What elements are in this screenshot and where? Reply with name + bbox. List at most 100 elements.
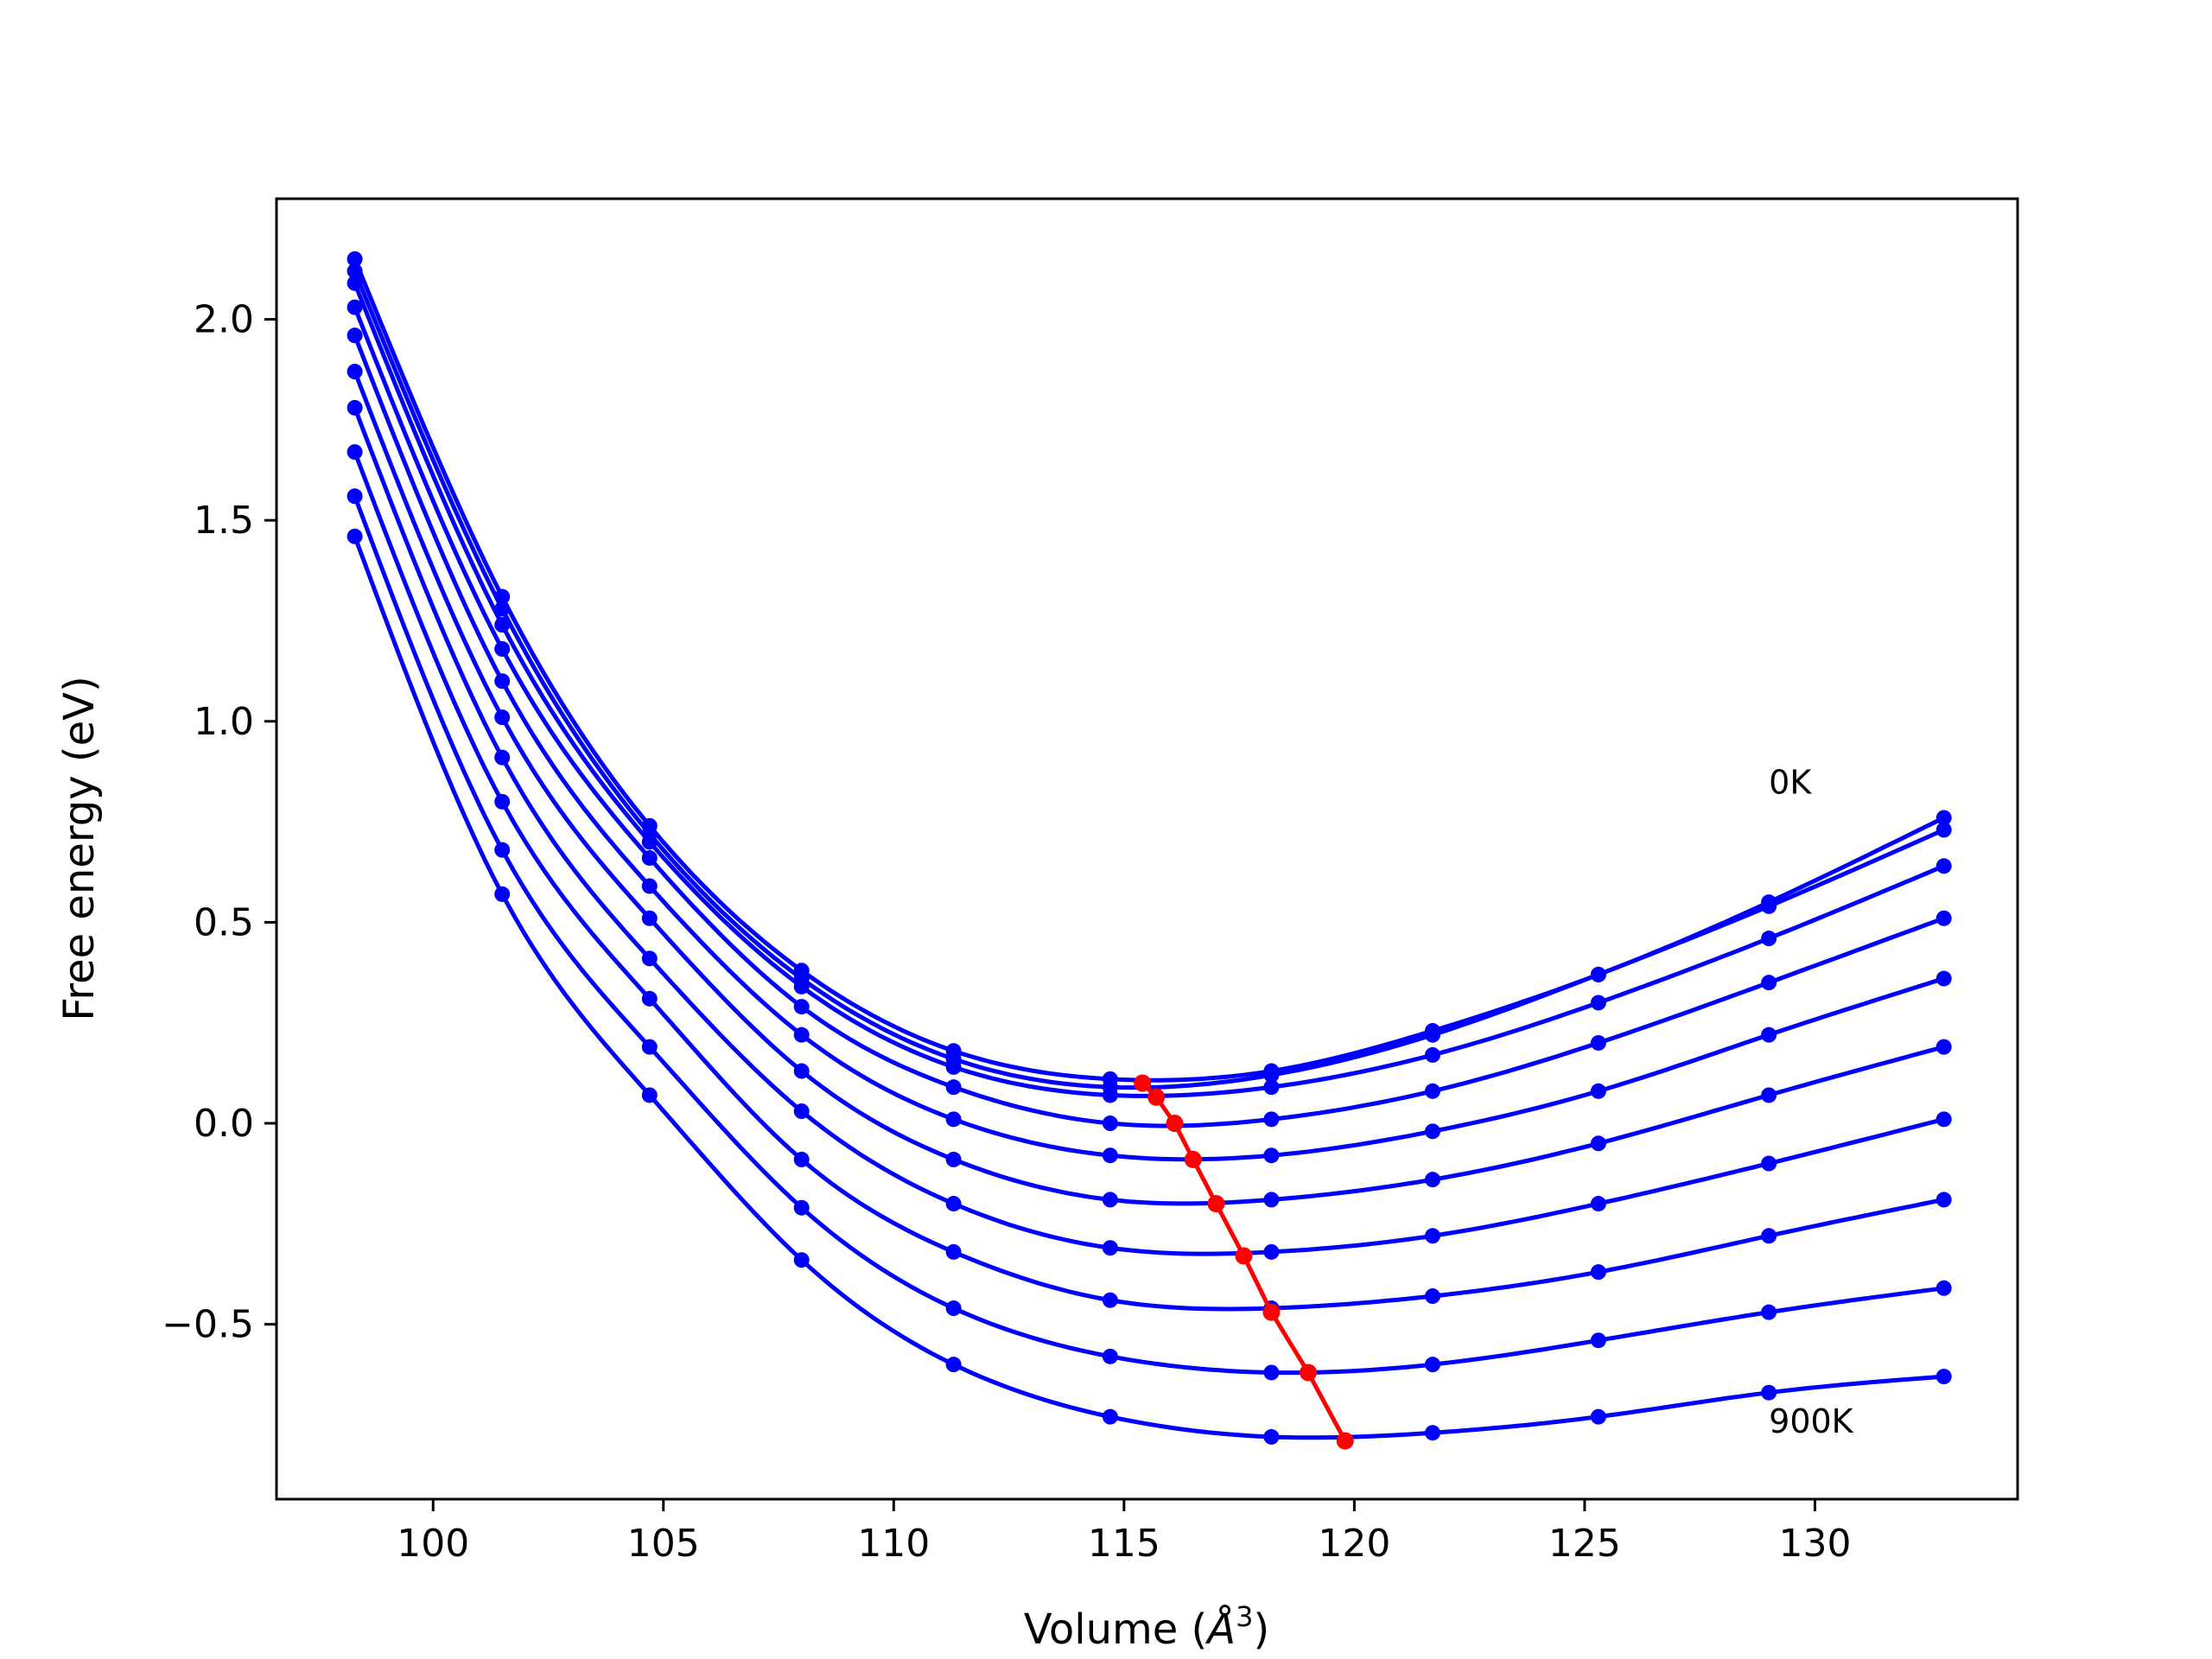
data-point bbox=[1590, 1408, 1606, 1425]
data-point bbox=[945, 1058, 962, 1075]
data-point bbox=[1936, 810, 1952, 826]
minimum-point bbox=[1166, 1115, 1184, 1133]
data-point bbox=[1263, 1067, 1280, 1084]
data-point bbox=[945, 1196, 962, 1212]
y-tick-label: 1.0 bbox=[194, 700, 254, 744]
data-point bbox=[1425, 1425, 1441, 1441]
data-point bbox=[346, 251, 363, 267]
data-point bbox=[1590, 995, 1606, 1011]
data-point bbox=[1590, 1034, 1606, 1051]
y-tick-label: 0.5 bbox=[194, 900, 254, 944]
minimum-point bbox=[1184, 1150, 1202, 1168]
data-point bbox=[945, 1300, 962, 1317]
data-point bbox=[1936, 910, 1952, 926]
minimum-point bbox=[1134, 1074, 1152, 1092]
temperature-annotation: 0K bbox=[1769, 764, 1812, 802]
data-point bbox=[1425, 1228, 1441, 1244]
data-point bbox=[1590, 1332, 1606, 1349]
data-point bbox=[945, 1243, 962, 1260]
data-point bbox=[641, 878, 658, 894]
data-point bbox=[346, 299, 363, 315]
x-tick-label: 100 bbox=[397, 1522, 469, 1566]
x-tick-label: 130 bbox=[1778, 1522, 1851, 1566]
y-tick-label: 0.0 bbox=[194, 1102, 254, 1146]
data-point bbox=[1263, 1243, 1280, 1260]
data-point bbox=[793, 1151, 810, 1167]
data-point bbox=[346, 444, 363, 461]
data-point bbox=[1590, 1196, 1606, 1212]
data-point bbox=[1590, 1083, 1606, 1099]
data-point bbox=[1263, 1079, 1280, 1096]
y-tick-label: −0.5 bbox=[162, 1303, 254, 1347]
series-line-7 bbox=[353, 451, 1945, 1312]
data-point bbox=[1936, 1280, 1952, 1296]
data-point bbox=[494, 842, 511, 858]
y-tick-label: 2.0 bbox=[194, 298, 254, 342]
series-line-9 bbox=[353, 535, 1944, 1440]
y-axis: −0.5 0.0 0.5 1.0 1.5 2.0 bbox=[162, 298, 276, 1347]
data-point bbox=[346, 528, 363, 544]
data-point bbox=[793, 1103, 810, 1120]
data-point bbox=[1425, 1123, 1441, 1140]
data-point bbox=[494, 641, 511, 658]
minimum-point bbox=[1207, 1195, 1225, 1213]
data-point bbox=[1761, 1155, 1777, 1172]
x-tick-label: 125 bbox=[1548, 1522, 1621, 1566]
x-tick-label: 120 bbox=[1318, 1522, 1390, 1566]
data-point bbox=[1102, 1087, 1118, 1103]
data-point bbox=[1761, 1228, 1777, 1244]
data-point bbox=[1102, 1348, 1118, 1364]
data-point bbox=[1102, 1192, 1118, 1208]
data-point bbox=[346, 399, 363, 416]
data-point bbox=[346, 275, 363, 291]
data-point bbox=[945, 1079, 962, 1096]
data-point bbox=[1102, 1292, 1118, 1308]
data-point bbox=[346, 263, 363, 279]
minima-layer bbox=[1134, 1074, 1354, 1450]
data-point bbox=[793, 978, 810, 995]
data-point bbox=[641, 910, 658, 926]
data-point bbox=[1425, 1288, 1441, 1305]
data-point bbox=[1263, 1192, 1280, 1208]
y-tick-label: 1.5 bbox=[194, 499, 254, 543]
minimum-point bbox=[1147, 1088, 1166, 1106]
data-point bbox=[1761, 1304, 1777, 1320]
data-point bbox=[1761, 931, 1777, 947]
data-point bbox=[641, 1039, 658, 1055]
data-point bbox=[641, 834, 658, 850]
data-point bbox=[1425, 1027, 1441, 1043]
plot-frame bbox=[275, 197, 2019, 1501]
data-point bbox=[494, 617, 511, 633]
data-point bbox=[1936, 822, 1952, 838]
series-line-6 bbox=[353, 407, 1945, 1256]
data-point bbox=[346, 327, 363, 344]
x-axis-label: Volume (Å3) bbox=[1024, 1600, 1269, 1654]
data-point bbox=[346, 488, 363, 505]
data-point bbox=[793, 999, 810, 1015]
data-point bbox=[1936, 1039, 1952, 1055]
data-point bbox=[1263, 1364, 1280, 1381]
data-point bbox=[494, 749, 511, 766]
data-point bbox=[1936, 858, 1952, 874]
data-point bbox=[945, 1357, 962, 1373]
data-point bbox=[1425, 1172, 1441, 1188]
y-axis-label: Free energy (eV) bbox=[55, 676, 104, 1020]
series-line-3 bbox=[353, 306, 1945, 1128]
data-point bbox=[1263, 1147, 1280, 1164]
data-point bbox=[641, 950, 658, 967]
x-axis-label-close: ) bbox=[1253, 1605, 1269, 1654]
data-point bbox=[1590, 1264, 1606, 1281]
data-point bbox=[793, 1063, 810, 1079]
x-axis-label-sup: 3 bbox=[1236, 1600, 1253, 1633]
minimum-point bbox=[1235, 1247, 1253, 1265]
data-point bbox=[1590, 966, 1606, 982]
data-point bbox=[1102, 1408, 1118, 1425]
temperature-annotation: 900K bbox=[1769, 1402, 1854, 1440]
data-point bbox=[1425, 1046, 1441, 1063]
data-point bbox=[1425, 1083, 1441, 1099]
data-point bbox=[793, 1252, 810, 1268]
minimum-point bbox=[1300, 1363, 1318, 1382]
series-line-4 bbox=[353, 334, 1945, 1162]
data-point bbox=[641, 990, 658, 1007]
